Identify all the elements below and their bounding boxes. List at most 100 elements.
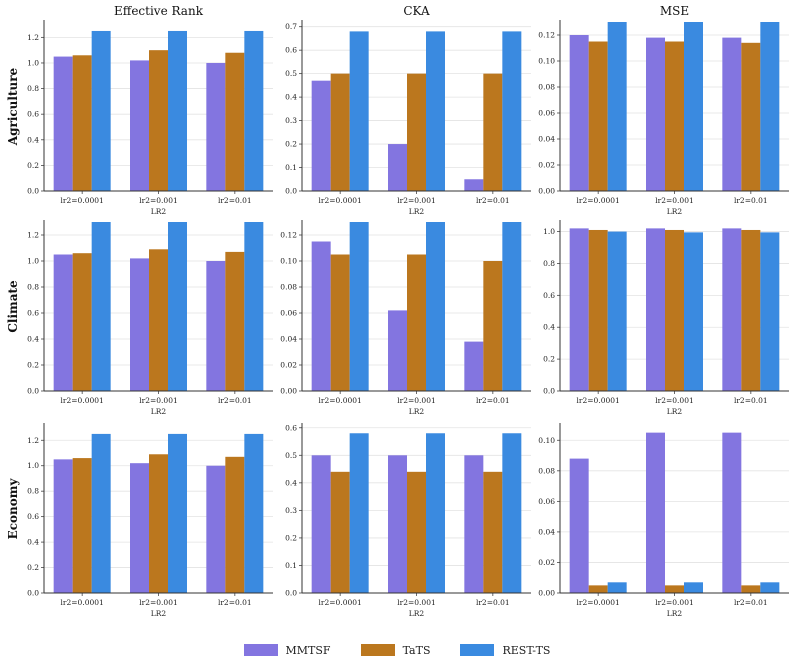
chart-5-ytick-label: 0.08 — [280, 283, 297, 292]
chart-6-bar-rest-ts-2 — [684, 232, 703, 391]
chart-8-xtick-label: lr2=0.001 — [397, 598, 436, 607]
chart-4-bar-rest-ts-1 — [91, 222, 111, 391]
legend-item-mmtsf: MMTSF — [243, 644, 331, 657]
chart-7-bar-tats-3 — [225, 456, 245, 593]
chart-2-bar-mmtsf-1 — [311, 80, 331, 191]
chart-3-ytick-label: 0.10 — [538, 57, 555, 66]
chart-1-title: Effective Rank — [114, 4, 204, 18]
chart-4: 0.0 0.2 0.4 0.6 0.8 1.0 1.2 lr2=0.0001 lr2=0.001… — [6, 220, 273, 416]
chart-2-title: CKA — [403, 4, 430, 18]
chart-4-xtick-label: lr2=0.0001 — [61, 396, 104, 405]
chart-1-ytick-label: 1.0 — [27, 58, 39, 67]
chart-4-xtick-label: lr2=0.01 — [218, 396, 252, 405]
chart-2-bar-rest-ts-1 — [349, 31, 369, 192]
chart-9-bar-mmtsf-3 — [722, 432, 742, 593]
chart-5-bar-tats-2 — [407, 254, 426, 391]
chart-5-bar-tats-1 — [330, 254, 350, 391]
legend-swatch-mmtsf — [243, 644, 278, 656]
chart-3-bar-rest-ts-3 — [760, 22, 780, 191]
chart-5-bar-rest-ts-1 — [349, 222, 369, 391]
chart-7-bar-tats-1 — [72, 458, 92, 593]
chart-7-ytick-label: 0.0 — [27, 589, 39, 598]
chart-8-xtick-label: lr2=0.01 — [476, 598, 510, 607]
chart-2-bar-rest-ts-2 — [426, 31, 445, 192]
chart-7-ytick-label: 1.0 — [27, 461, 39, 470]
chart-6-bar-tats-3 — [741, 229, 761, 391]
chart-9-xtick-label: lr2=0.01 — [734, 598, 768, 607]
chart-8-ytick-label: 0.2 — [285, 533, 297, 542]
chart-5-xtick-label: lr2=0.0001 — [319, 396, 362, 405]
chart-1-ytick-label: 1.2 — [27, 33, 39, 42]
chart-5-xtick-label: lr2=0.01 — [476, 396, 510, 405]
chart-1-bar-mmtsf-2 — [130, 60, 149, 192]
chart-5-ytick-label: 0.02 — [280, 361, 297, 370]
chart-9-xtick-label: lr2=0.001 — [655, 598, 694, 607]
chart-1-xtick-label: lr2=0.01 — [218, 196, 252, 205]
chart-1-xtick-label: lr2=0.001 — [139, 196, 178, 205]
chart-5: 0.00 0.02 0.04 0.06 0.08 0.10 0.12 lr2=0.0001 lr… — [280, 220, 531, 416]
chart-5-bar-mmtsf-1 — [311, 241, 331, 391]
chart-1-ytick-label: 0.2 — [27, 161, 39, 170]
chart-1-ytick-label: 0.6 — [27, 110, 39, 119]
chart-3-ytick-label: 0.04 — [538, 135, 555, 144]
chart-2-bar-rest-ts-3 — [502, 31, 522, 192]
chart-2-bar-tats-1 — [330, 73, 350, 191]
chart-5-xtick-label: lr2=0.001 — [397, 396, 436, 405]
chart-8-ytick-label: 0.0 — [285, 589, 297, 598]
chart-3-ytick-label: 0.06 — [538, 109, 555, 118]
chart-2-ytick-label: 0.5 — [285, 69, 297, 78]
chart-8-xtick-label: lr2=0.0001 — [319, 598, 362, 607]
chart-7-xtick-label: lr2=0.0001 — [61, 598, 104, 607]
legend: MMTSF TaTS REST-TS — [0, 640, 794, 660]
chart-6-bar-rest-ts-3 — [760, 232, 780, 391]
chart-6-xtick-label: lr2=0.01 — [734, 396, 768, 405]
chart-9-ytick-label: 0.04 — [538, 527, 555, 536]
chart-6-bar-rest-ts-1 — [607, 231, 627, 391]
chart-5-xlabel: LR2 — [409, 407, 425, 416]
chart-6-xlabel: LR2 — [667, 407, 683, 416]
chart-8-bar-mmtsf-3 — [464, 455, 484, 593]
chart-4-bar-mmtsf-1 — [53, 254, 73, 391]
chart-6-ytick-label: 1.0 — [543, 227, 555, 236]
chart-4-ytick-label: 1.2 — [27, 231, 39, 240]
chart-6-ytick-label: 0.2 — [543, 355, 555, 364]
chart-6-xtick-label: lr2=0.0001 — [577, 396, 620, 405]
chart-4-ytick-label: 0.0 — [27, 387, 39, 396]
chart-1-ytick-label: 0.0 — [27, 187, 39, 196]
chart-8-bar-rest-ts-2 — [426, 433, 445, 593]
legend-swatch-tats — [360, 644, 395, 656]
chart-3-bar-tats-2 — [665, 41, 684, 191]
chart-7-row-label: Economy — [6, 478, 20, 540]
chart-7-bar-rest-ts-1 — [91, 433, 111, 593]
chart-4-xlabel: LR2 — [151, 407, 167, 416]
chart-8-bar-tats-2 — [407, 471, 426, 593]
chart-2-bar-tats-2 — [407, 73, 426, 191]
chart-1-bar-mmtsf-3 — [206, 62, 226, 191]
chart-1-bar-tats-3 — [225, 52, 245, 192]
chart-2-bar-tats-3 — [483, 73, 503, 191]
chart-3-bar-rest-ts-2 — [684, 22, 703, 191]
chart-8: 0.0 0.1 0.2 0.3 0.4 0.5 0.6 lr2=0.0001 lr2=0.001… — [285, 423, 531, 618]
chart-7-bar-rest-ts-3 — [244, 433, 264, 593]
chart-3-bar-tats-3 — [741, 42, 761, 191]
chart-5-ytick-label: 0.04 — [280, 335, 297, 344]
chart-2-ytick-label: 0.1 — [285, 163, 297, 172]
chart-1-bar-mmtsf-1 — [53, 56, 73, 192]
chart-4-xtick-label: lr2=0.001 — [139, 396, 178, 405]
chart-2-xlabel: LR2 — [409, 207, 425, 216]
chart-7-ytick-label: 1.2 — [27, 436, 39, 445]
legend-swatch-rest-ts — [460, 644, 495, 656]
chart-5-ytick-label: 0.12 — [280, 231, 297, 240]
chart-4-bar-mmtsf-2 — [130, 258, 149, 391]
chart-6-ytick-label: 0.0 — [543, 387, 555, 396]
chart-1-xlabel: LR2 — [151, 207, 167, 216]
chart-7-bar-tats-2 — [149, 454, 168, 593]
chart-figure: 0.0 0.2 0.4 0.6 0.8 1.0 1.2 lr2=0.0001 lr2=0.001… — [6, 4, 789, 618]
chart-4-bar-tats-1 — [72, 253, 92, 391]
chart-2-ytick-label: 0.2 — [285, 140, 297, 149]
chart-8-bar-mmtsf-2 — [388, 455, 407, 593]
chart-3-ytick-label: 0.12 — [538, 31, 555, 40]
chart-9-bar-tats-3 — [741, 585, 761, 593]
chart-1-bar-tats-1 — [72, 55, 92, 192]
chart-4-ytick-label: 0.2 — [27, 361, 39, 370]
